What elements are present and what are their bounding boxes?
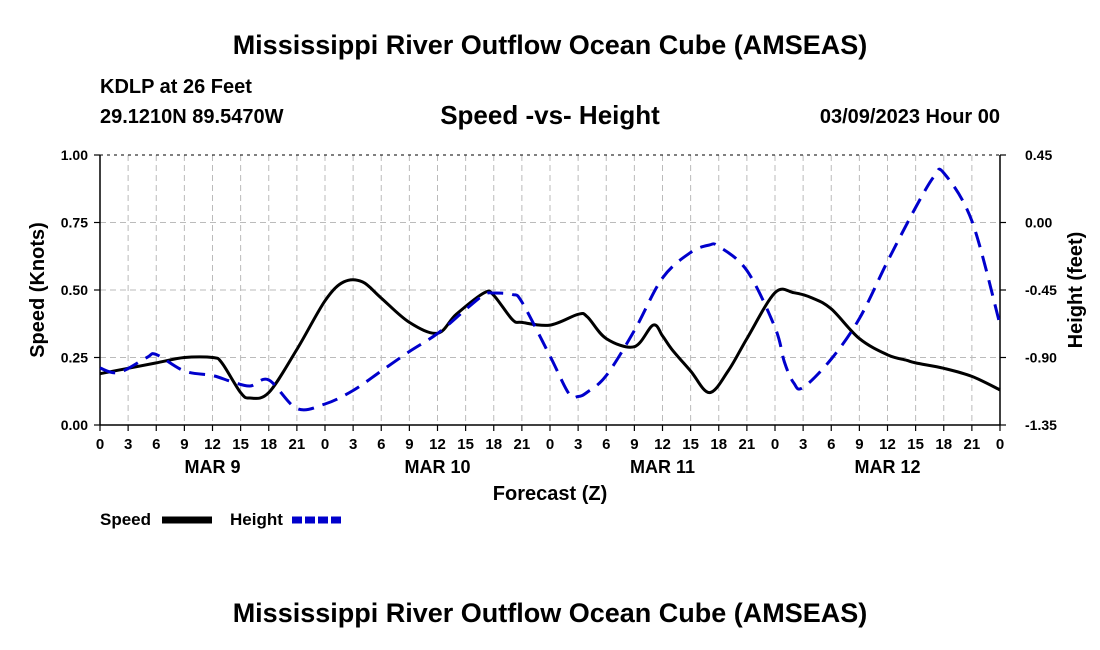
x-tick-label: 15 (907, 436, 924, 453)
forecast-datetime: 03/09/2023 Hour 00 (819, 106, 1000, 128)
y-tick-label: 0.00 (61, 417, 88, 433)
x-tick-label: 21 (289, 436, 306, 453)
x-tick-label: 0 (546, 436, 554, 453)
x-tick-label: 9 (855, 436, 863, 453)
y-tick-label: 1.00 (61, 147, 88, 163)
x-tick-label: 18 (260, 436, 277, 453)
y-tick-label: 0.25 (61, 350, 88, 366)
x-tick-label: 18 (710, 436, 727, 453)
day-label: MAR 12 (854, 457, 920, 477)
x-tick-label: 0 (321, 436, 329, 453)
y-axis-title: Speed (Knots) (27, 222, 49, 358)
x-tick-label: 9 (630, 436, 638, 453)
x-tick-label: 6 (602, 436, 610, 453)
y2-tick-label: 0.45 (1025, 147, 1052, 163)
x-tick-label: 3 (799, 436, 807, 453)
x-tick-label: 18 (935, 436, 952, 453)
x-tick-label: 9 (180, 436, 188, 453)
x-tick-label: 3 (574, 436, 582, 453)
chart-subtitle: Speed -vs- Height (440, 100, 660, 130)
x-tick-label: 3 (124, 436, 132, 453)
y2-tick-label: -0.90 (1025, 350, 1057, 366)
grid-lines (100, 154, 1000, 425)
x-tick-label: 12 (879, 436, 896, 453)
coordinates-label: 29.1210N 89.5470W (100, 106, 284, 128)
x-tick-label: 15 (457, 436, 474, 453)
day-label: MAR 11 (630, 457, 695, 477)
y2-tick-label: 0.00 (1025, 215, 1052, 231)
x-tick-label: 3 (349, 436, 357, 453)
station-label: KDLP at 26 Feet (100, 76, 252, 98)
x-tick-label: 6 (152, 436, 160, 453)
x-tick-label: 18 (485, 436, 502, 453)
y-tick-label: 0.50 (61, 282, 88, 298)
y-tick-label: 0.75 (61, 215, 88, 231)
x-tick-label: 12 (654, 436, 671, 453)
x-axis-title: Forecast (Z) (493, 483, 607, 505)
x-tick-label: 15 (232, 436, 249, 453)
x-tick-label: 6 (377, 436, 385, 453)
x-tick-label: 0 (96, 436, 104, 453)
x-tick-label: 9 (405, 436, 413, 453)
x-tick-label: 21 (514, 436, 531, 453)
axes (94, 154, 1006, 431)
x-tick-label: 0 (771, 436, 779, 453)
legend-height-label: Height (230, 510, 283, 529)
x-tick-label: 12 (429, 436, 446, 453)
x-tick-label: 0 (996, 436, 1004, 453)
series-lines (99, 167, 1002, 412)
speed-series-line (99, 278, 1001, 400)
day-label: MAR 9 (184, 457, 240, 477)
footer-title: Mississippi River Outflow Ocean Cube (AM… (232, 598, 868, 628)
chart-main-title: Mississippi River Outflow Ocean Cube (AM… (232, 30, 868, 60)
x-tick-label: 21 (739, 436, 756, 453)
x-tick-label: 12 (204, 436, 221, 453)
height-series-line (99, 167, 1002, 412)
legend-speed-label: Speed (100, 510, 151, 529)
day-label: MAR 10 (404, 457, 470, 477)
y2-axis-title: Height (feet) (1065, 232, 1087, 349)
y2-tick-label: -0.45 (1025, 282, 1057, 298)
x-tick-label: 21 (964, 436, 981, 453)
chart-legend: Speed Height (100, 510, 342, 529)
x-tick-label: 15 (682, 436, 699, 453)
y2-tick-label: -1.35 (1025, 417, 1057, 433)
axis-labels: 0 3 6 9 12 15 18 21 0 3 6 9 12 15 18 21 0 3 6 9 12 15 18 21 0 3 6 9… (27, 147, 1087, 505)
x-tick-label: 6 (827, 436, 835, 453)
